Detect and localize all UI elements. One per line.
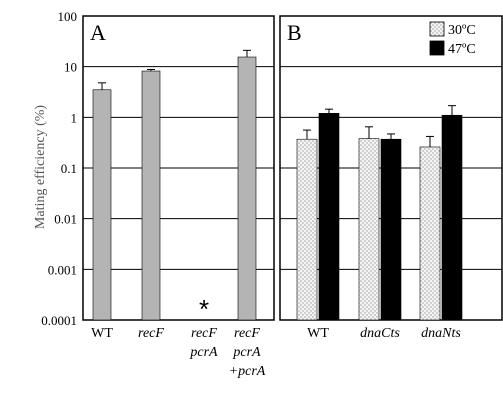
bar — [237, 56, 257, 321]
legend-swatch — [429, 21, 445, 37]
y-axis-label: Mating efficiency (%) — [33, 105, 48, 229]
y-tick-label: 0.1 — [61, 161, 77, 176]
y-tick-label: 10 — [64, 60, 77, 75]
bar — [141, 70, 161, 321]
bar — [358, 138, 380, 321]
y-tick-label: 1 — [71, 110, 78, 125]
category-label: recF — [138, 326, 164, 341]
annotation-asterisk: * — [199, 294, 209, 324]
category-label: dnaNts — [421, 326, 461, 341]
y-tick-label: 0.0001 — [41, 313, 77, 328]
y-tick-label: 0.01 — [54, 212, 77, 227]
category-label: WT — [307, 326, 329, 341]
bar — [419, 146, 441, 321]
bar — [92, 89, 112, 321]
panel-label-A: A — [90, 20, 106, 45]
category-label: pcrA — [189, 345, 218, 360]
category-label: recF — [234, 326, 260, 341]
bar — [441, 114, 463, 321]
category-label: recF — [191, 326, 217, 341]
category-label: dnaCts — [360, 326, 400, 341]
y-tick-label: 100 — [58, 9, 78, 24]
category-label: pcrA — [232, 345, 261, 360]
panel-label-B: B — [287, 20, 302, 45]
legend-label: 30ºC — [448, 23, 476, 38]
bar — [380, 138, 402, 321]
y-tick-label: 0.001 — [48, 262, 77, 277]
category-label: WT — [91, 326, 113, 341]
category-label: +pcrA — [229, 364, 266, 379]
bar — [296, 138, 318, 321]
panel-frame-A — [82, 15, 275, 321]
legend-swatch — [429, 40, 445, 56]
legend-label: 47ºC — [448, 42, 476, 57]
bar — [318, 113, 340, 321]
